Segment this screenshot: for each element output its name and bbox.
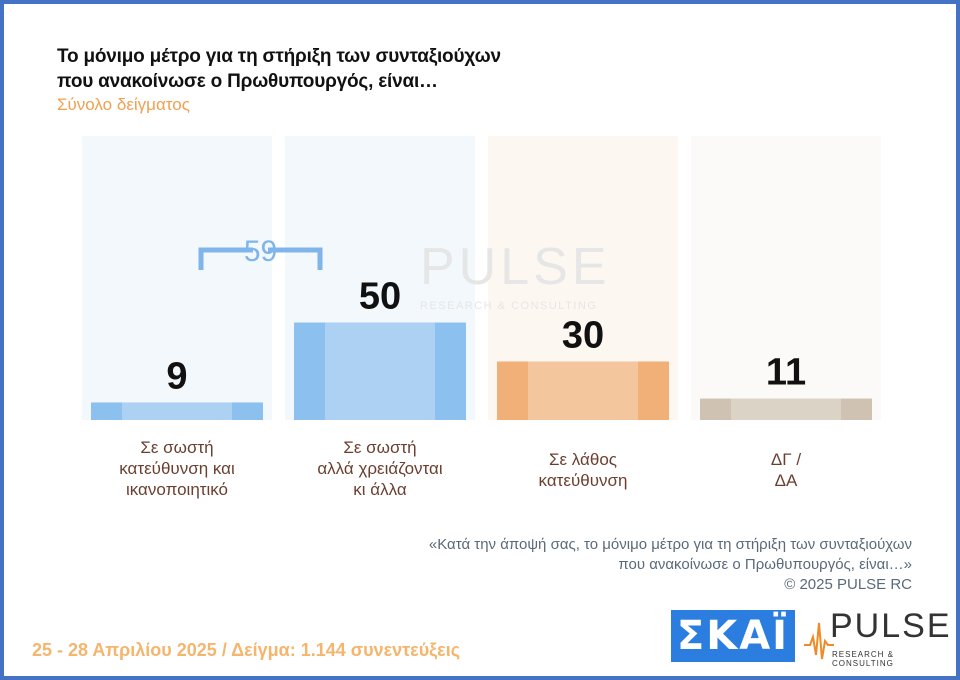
title-line-2: που ανακοίνωσε ο Πρωθυπουργός, είναι…	[57, 71, 438, 92]
watermark-word: PULSE	[420, 238, 611, 296]
chart-subtitle: Σύνολο δείγματος	[57, 95, 190, 114]
category-label-2-0: Σε λάθος	[549, 450, 617, 469]
category-label-1-2: κι άλλα	[353, 480, 407, 499]
bar-highlight-1	[324, 322, 436, 420]
panel-0	[82, 136, 272, 420]
bar-highlight-3	[730, 398, 842, 420]
title-line-1: Το μόνιμο μέτρο για τη στήριξη των συντα…	[57, 46, 501, 67]
data-label-1: 50	[359, 276, 401, 318]
panel-3	[691, 136, 881, 420]
pulse-logo-word: PULSE	[830, 607, 952, 645]
bracket-sum-label: 59	[244, 235, 277, 268]
question-line-2: που ανακοίνωσε ο Πρωθυπουργός, είναι…»	[618, 556, 912, 573]
bar-chart: PULSE RESEARCH & CONSULTING 59 9 Σε σωστή…	[82, 136, 881, 499]
watermark: PULSE RESEARCH & CONSULTING	[420, 238, 611, 312]
copyright-line: © 2025 PULSE RC	[784, 576, 912, 593]
skai-logo: ΣΚΑΪ	[671, 610, 795, 662]
question-note: «Κατά την άποψή σας, το μόνιμο μέτρο για…	[429, 535, 912, 595]
bar-highlight-0	[121, 402, 233, 420]
question-line-1: «Κατά την άποψή σας, το μόνιμο μέτρο για…	[428, 536, 912, 553]
watermark-sub: RESEARCH & CONSULTING	[420, 300, 597, 312]
bar-3	[700, 398, 872, 420]
category-label-3-1: ΔΑ	[775, 471, 798, 490]
category-label-3-0: ΔΓ /	[771, 450, 801, 469]
footer-fieldwork: 25 - 28 Απριλίου 2025 / Δείγμα: 1.144 συ…	[32, 640, 461, 660]
category-label-2-1: κατεύθυνση	[539, 471, 628, 490]
bracket-left	[198, 247, 253, 270]
bar-highlight-2	[527, 361, 639, 420]
bar-0	[91, 402, 263, 420]
pulse-logo: PULSE RESEARCH & CONSULTING	[804, 607, 952, 669]
category-label-0-2: ικανοποιητικό	[126, 480, 228, 499]
category-label-1-0: Σε σωστή	[343, 438, 416, 457]
chart-title: Το μόνιμο μέτρο για τη στήριξη των συντα…	[57, 44, 501, 94]
bracket-right	[268, 247, 323, 270]
data-label-2: 30	[562, 315, 604, 357]
bar-1	[294, 322, 466, 420]
pulse-wave-icon	[804, 622, 834, 660]
data-label-0: 9	[166, 355, 187, 397]
data-label-3: 11	[766, 352, 806, 394]
pulse-logo-sub: RESEARCH & CONSULTING	[832, 650, 895, 668]
bar-2	[497, 361, 669, 420]
category-label-1-1: αλλά χρειάζονται	[317, 459, 443, 478]
category-label-0-1: κατεύθυνση και	[119, 459, 235, 478]
category-label-0-0: Σε σωστή	[140, 438, 213, 457]
